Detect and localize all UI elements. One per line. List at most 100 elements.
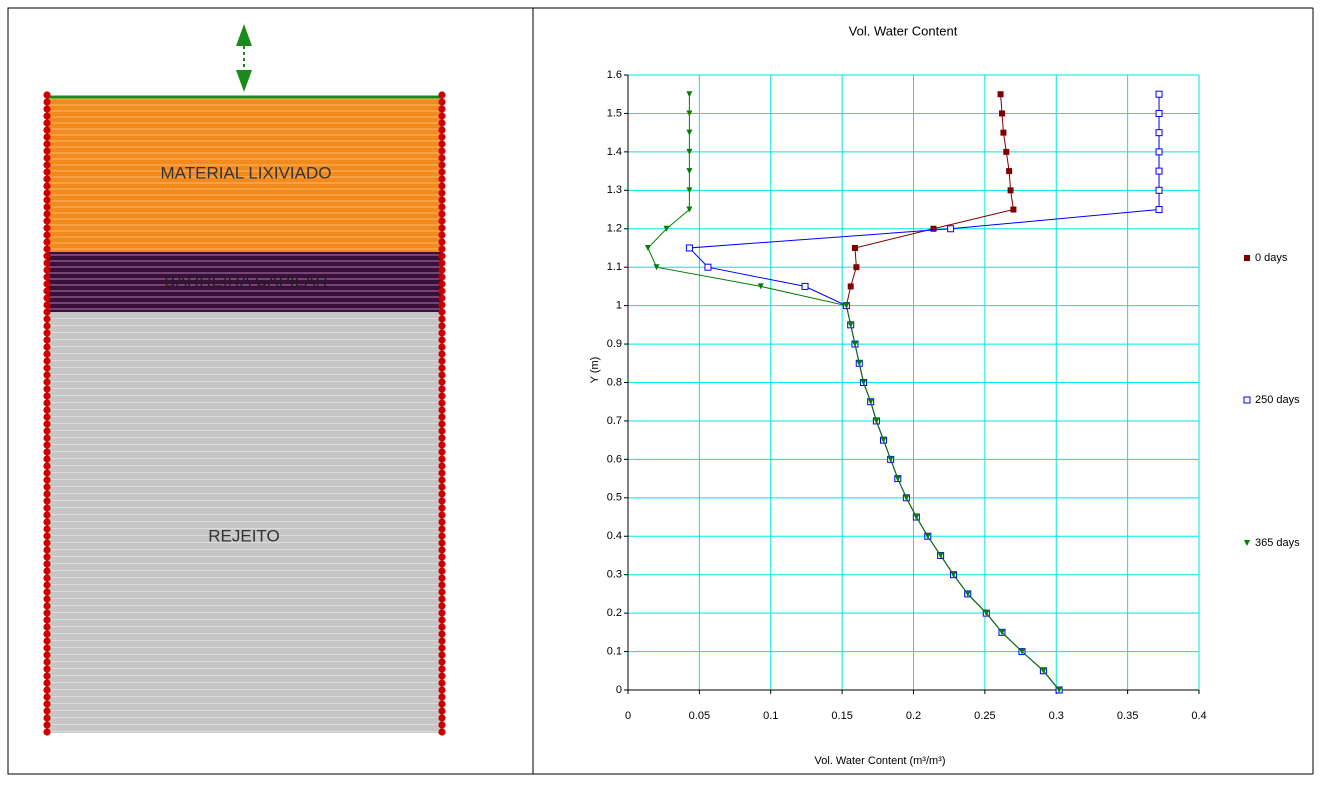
node: [43, 693, 51, 701]
node: [43, 154, 51, 162]
marker: [894, 475, 901, 482]
node: [43, 679, 51, 687]
node: [438, 707, 446, 715]
node: [438, 182, 446, 190]
node: [438, 161, 446, 169]
node: [438, 252, 446, 260]
y-tick-label: 1: [616, 300, 622, 312]
node: [438, 427, 446, 435]
node: [438, 490, 446, 498]
node: [43, 378, 51, 386]
node: [43, 658, 51, 666]
node: [438, 385, 446, 393]
node: [438, 609, 446, 617]
marker: [867, 398, 874, 405]
node: [43, 574, 51, 582]
node: [43, 98, 51, 106]
node: [43, 721, 51, 729]
marker: [1155, 206, 1163, 214]
series-line: [647, 94, 1060, 691]
node: [43, 420, 51, 428]
node: [43, 595, 51, 603]
node: [438, 231, 446, 239]
node: [438, 266, 446, 274]
node: [438, 154, 446, 162]
node: [438, 532, 446, 540]
node: [438, 665, 446, 673]
marker: [924, 533, 931, 540]
node: [43, 497, 51, 505]
node: [43, 371, 51, 379]
node: [43, 511, 51, 519]
node: [438, 91, 446, 99]
chart-title: Vol. Water Content: [849, 23, 958, 38]
marker: [983, 610, 990, 617]
node: [43, 224, 51, 232]
node: [438, 308, 446, 316]
node: [43, 315, 51, 323]
marker: [686, 129, 693, 136]
node: [43, 399, 51, 407]
node: [438, 651, 446, 659]
marker: [685, 244, 693, 252]
node: [43, 448, 51, 456]
marker: [847, 283, 854, 290]
legend-marker: [1244, 255, 1250, 261]
node: [438, 644, 446, 652]
node: [438, 588, 446, 596]
node: [438, 434, 446, 442]
node: [43, 308, 51, 316]
node: [43, 182, 51, 190]
node: [438, 203, 446, 211]
node: [43, 483, 51, 491]
marker: [757, 283, 764, 290]
x-tick-label: 0.35: [1117, 710, 1138, 722]
node: [438, 518, 446, 526]
y-tick-label: 1.4: [607, 146, 622, 158]
node: [43, 196, 51, 204]
node: [43, 161, 51, 169]
node: [43, 280, 51, 288]
node: [438, 357, 446, 365]
node: [438, 686, 446, 694]
node: [438, 406, 446, 414]
node: [438, 98, 446, 106]
legend-label: 250 days: [1255, 394, 1300, 406]
node: [43, 350, 51, 358]
node: [438, 210, 446, 218]
marker: [704, 263, 712, 271]
node: [438, 105, 446, 113]
node: [43, 364, 51, 372]
marker: [686, 168, 693, 175]
node: [438, 119, 446, 127]
node: [43, 392, 51, 400]
chart: Vol. Water Content Vol. Water Content (m…: [589, 23, 1300, 766]
y-tick-label: 0.3: [607, 569, 622, 581]
node: [438, 175, 446, 183]
marker: [1155, 129, 1163, 137]
y-tick-label: 0.8: [607, 376, 622, 388]
node: [438, 574, 446, 582]
node: [43, 609, 51, 617]
marker: [843, 302, 850, 309]
marker: [913, 514, 920, 521]
node: [438, 413, 446, 421]
node: [43, 707, 51, 715]
node: [43, 532, 51, 540]
series-line: [688, 94, 1160, 691]
node: [438, 595, 446, 603]
node: [43, 273, 51, 281]
layer-material-lixiviado: [47, 97, 442, 252]
node: [438, 616, 446, 624]
x-tick-label: 0.15: [831, 710, 852, 722]
node: [43, 266, 51, 274]
node: [438, 301, 446, 309]
node: [43, 665, 51, 673]
node: [43, 119, 51, 127]
node: [43, 602, 51, 610]
y-tick-label: 0.4: [607, 530, 622, 542]
node: [43, 560, 51, 568]
marker: [1155, 186, 1163, 194]
node: [438, 315, 446, 323]
legend-label: 365 days: [1255, 537, 1300, 549]
